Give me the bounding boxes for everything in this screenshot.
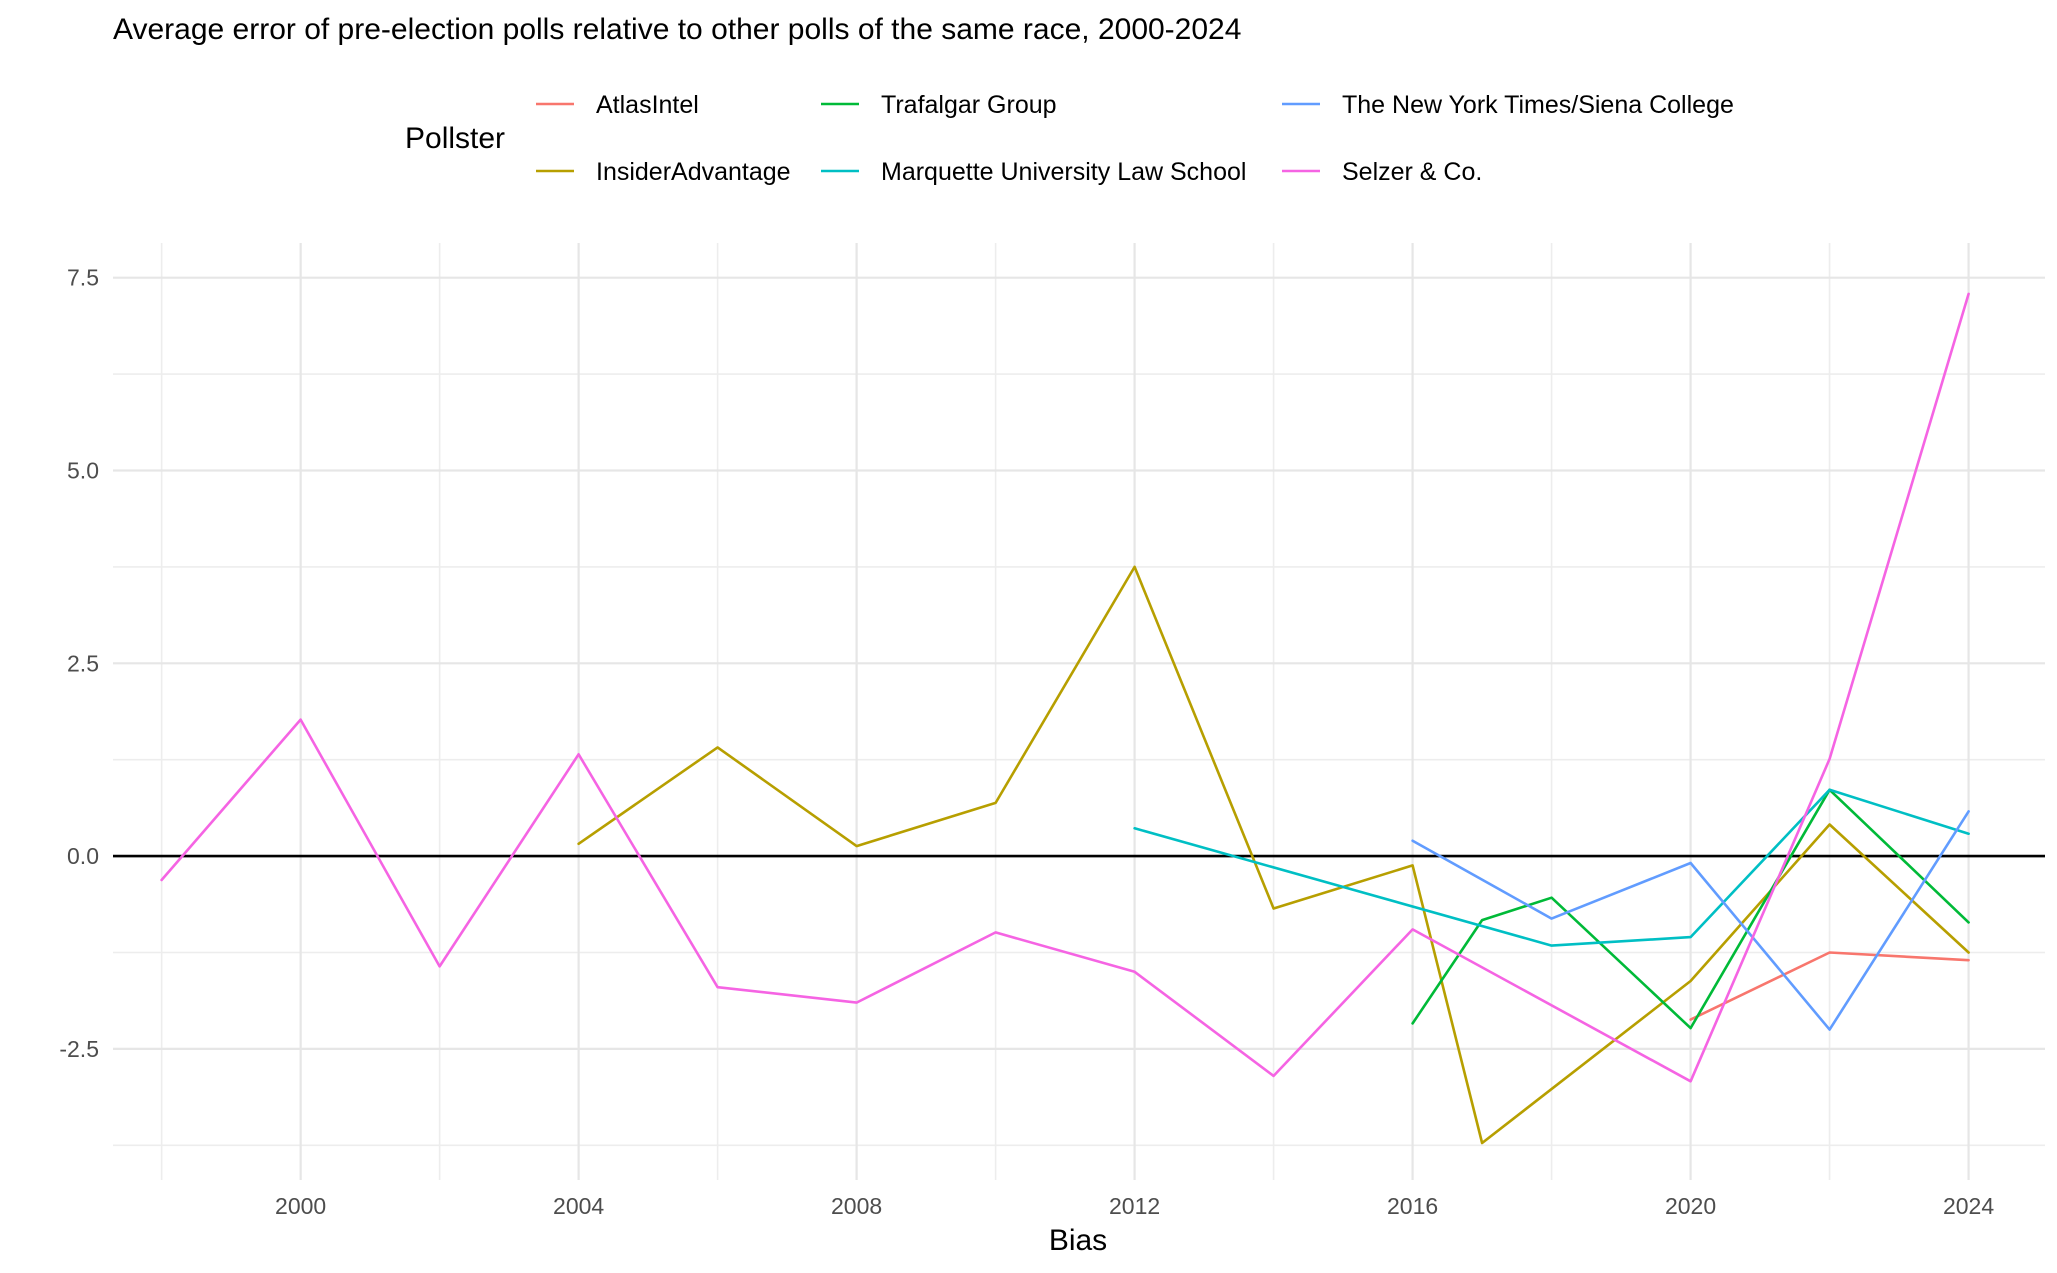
- y-tick-label: -2.5: [59, 1036, 99, 1062]
- y-axis-ticks: -2.5 0.0 2.5 5.0 7.5: [59, 265, 99, 1062]
- legend-label-marquette-university-law-school: Marquette University Law School: [881, 158, 1246, 186]
- legend-item-the-new-york-times-siena-college: The New York Times/Siena College: [1282, 91, 1734, 119]
- legend-item-marquette-university-law-school: Marquette University Law School: [821, 158, 1246, 186]
- x-tick-label: 2016: [1387, 1193, 1438, 1219]
- legend-label-selzer-co: Selzer & Co.: [1342, 158, 1482, 186]
- x-tick-label: 2024: [1943, 1193, 1994, 1219]
- legend-label-atlasintel: AtlasIntel: [596, 91, 699, 119]
- legend: Pollster AtlasIntel InsiderAdvantage Trafa…: [405, 91, 1734, 186]
- x-axis-title: Bias: [1049, 1224, 1107, 1257]
- legend-label-insideradvantage: InsiderAdvantage: [596, 158, 791, 186]
- legend-label-trafalgar-group: Trafalgar Group: [881, 91, 1057, 119]
- legend-item-trafalgar-group: Trafalgar Group: [821, 91, 1057, 119]
- y-tick-label: 0.0: [67, 843, 99, 869]
- x-tick-label: 2012: [1109, 1193, 1160, 1219]
- legend-title: Pollster: [405, 122, 505, 155]
- y-tick-label: 7.5: [67, 265, 99, 291]
- series-line-atlasintel: [1689, 951, 1970, 1021]
- x-tick-label: 2000: [275, 1193, 326, 1219]
- x-tick-label: 2008: [831, 1193, 882, 1219]
- series-line-selzer-co: [160, 292, 1970, 1083]
- grid: [113, 243, 2045, 1180]
- legend-item-selzer-co: Selzer & Co.: [1282, 158, 1482, 186]
- x-tick-label: 2020: [1665, 1193, 1716, 1219]
- y-tick-label: 5.0: [67, 458, 99, 484]
- chart-title: Average error of pre-election polls rela…: [113, 13, 1241, 46]
- x-axis-ticks: 2000 2004 2008 2012 2016 2020 2024: [275, 1193, 1994, 1219]
- series-line-marquette-university-law-school: [1133, 788, 1970, 947]
- y-tick-label: 2.5: [67, 650, 99, 676]
- series-lines: [160, 292, 1970, 1145]
- legend-label-the-new-york-times-siena-college: The New York Times/Siena College: [1342, 91, 1734, 119]
- legend-item-atlasintel: AtlasIntel: [536, 91, 699, 119]
- x-tick-label: 2004: [553, 1193, 604, 1219]
- series-line-the-new-york-times-siena-college: [1411, 810, 1970, 1031]
- series-line-insideradvantage: [577, 565, 1970, 1145]
- legend-item-insideradvantage: InsiderAdvantage: [536, 158, 791, 186]
- series-line-trafalgar-group: [1411, 788, 1970, 1030]
